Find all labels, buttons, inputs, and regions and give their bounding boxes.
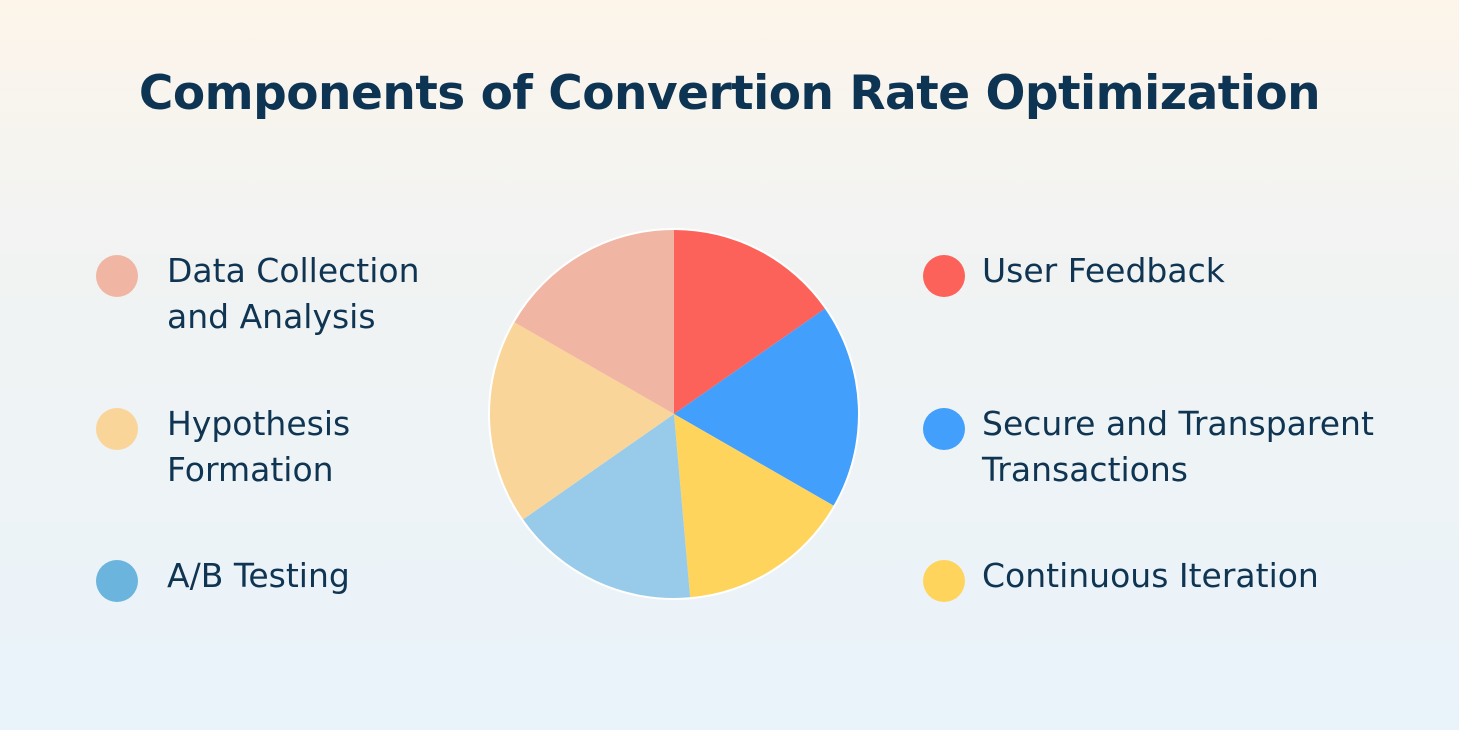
legend-swatch-data-collection bbox=[96, 255, 138, 297]
pie-slice-data-collection-and-analysis bbox=[514, 230, 674, 414]
legend-swatch-ab-testing bbox=[96, 560, 138, 602]
legend-label-data-collection: Data Collection and Analysis bbox=[167, 251, 420, 336]
legend-swatch-continuous-iteration bbox=[923, 560, 965, 602]
chart-title: Components of Convertion Rate Optimizati… bbox=[138, 66, 1321, 121]
legend-swatch-secure-transactions bbox=[923, 408, 965, 450]
pie-slice-continuous-iteration bbox=[674, 414, 834, 598]
legend-item-user-feedback: User Feedback bbox=[923, 248, 1225, 297]
legend-swatch-hypothesis bbox=[96, 408, 138, 450]
legend-label-continuous-iteration: Continuous Iteration bbox=[982, 556, 1319, 595]
legend-item-ab-testing: A/B Testing bbox=[96, 553, 350, 602]
legend-label-hypothesis: Hypothesis Formation bbox=[167, 404, 351, 489]
pie-chart bbox=[488, 228, 860, 600]
legend-item-secure-transactions: Secure and Transparent Transactions bbox=[923, 401, 1374, 493]
legend-item-hypothesis: Hypothesis Formation bbox=[96, 401, 350, 493]
pie-slice-secure-and-transparent-transactions bbox=[674, 308, 858, 506]
pie-slice-hypothesis-formation bbox=[490, 322, 674, 520]
legend-item-data-collection: Data Collection and Analysis bbox=[96, 248, 420, 340]
pie-slice-user-feedback bbox=[674, 230, 825, 414]
pie-slice-a-b-testing bbox=[523, 414, 691, 598]
legend-label-user-feedback: User Feedback bbox=[982, 251, 1225, 290]
legend-swatch-user-feedback bbox=[923, 255, 965, 297]
legend-item-continuous-iteration: Continuous Iteration bbox=[923, 553, 1319, 602]
legend-label-secure-transactions: Secure and Transparent Transactions bbox=[982, 404, 1374, 489]
legend-label-ab-testing: A/B Testing bbox=[167, 556, 350, 595]
